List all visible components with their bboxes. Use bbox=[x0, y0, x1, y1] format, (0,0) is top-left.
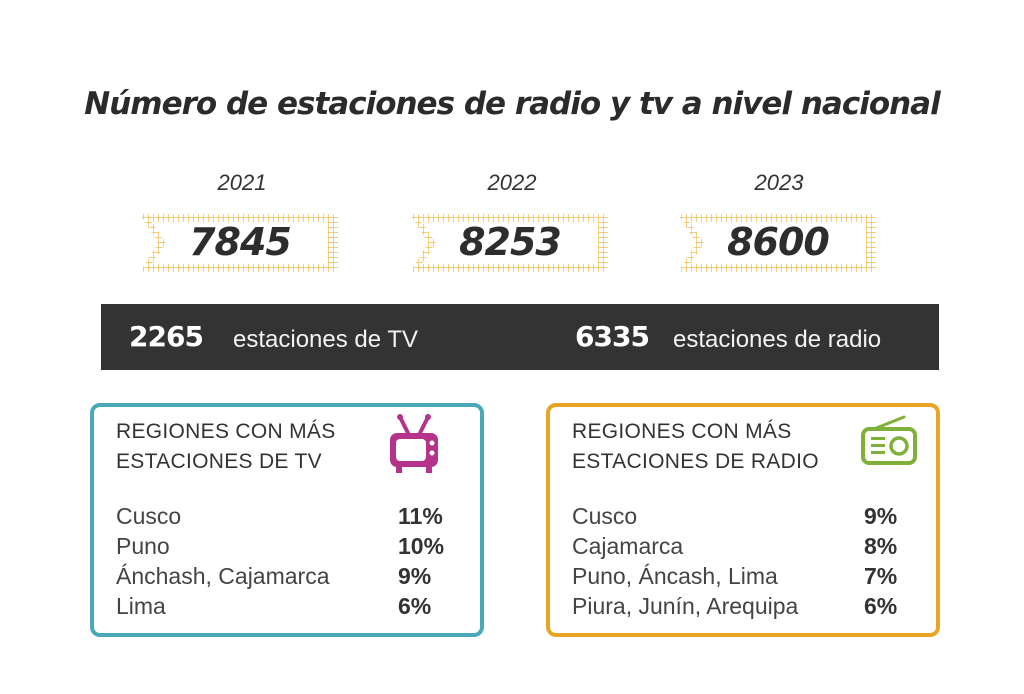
radio-regions-card: REGIONES CON MÁS ESTACIONES DE RADIO Cus… bbox=[546, 403, 940, 637]
region-pct: 6% bbox=[398, 593, 432, 619]
banner-2022: 8253 bbox=[408, 212, 612, 274]
count-2023: 8600 bbox=[727, 220, 830, 264]
region-pct: 6% bbox=[864, 593, 898, 619]
count-2021: 7845 bbox=[189, 220, 292, 264]
radio-card-heading: REGIONES CON MÁS ESTACIONES DE RADIO bbox=[572, 417, 872, 477]
tv-heading-line2: ESTACIONES DE TV bbox=[116, 450, 322, 473]
radio-heading-line2: ESTACIONES DE RADIO bbox=[572, 450, 819, 473]
summary-bar: 2265 estaciones de TV 6335 estaciones de… bbox=[101, 304, 939, 370]
region-name: Cajamarca bbox=[572, 533, 684, 559]
list-item: Piura, Junín, Arequipa 6% bbox=[572, 591, 912, 621]
banner-ribbon-icon bbox=[410, 214, 608, 272]
region-name: Puno, Áncash, Lima bbox=[572, 563, 778, 589]
region-pct: 10% bbox=[398, 533, 445, 559]
region-pct: 11% bbox=[398, 503, 443, 529]
count-2022: 8253 bbox=[459, 220, 562, 264]
list-item: Puno 10% bbox=[116, 531, 456, 561]
radio-heading-line1: REGIONES CON MÁS bbox=[572, 420, 792, 443]
region-pct: 7% bbox=[864, 563, 898, 589]
banner-2021: 7845 bbox=[138, 212, 342, 274]
tv-card-heading: REGIONES CON MÁS ESTACIONES DE TV bbox=[116, 417, 376, 477]
banner-ribbon-icon bbox=[678, 214, 876, 272]
tv-heading-line1: REGIONES CON MÁS bbox=[116, 420, 336, 443]
tv-total-label: estaciones de TV bbox=[233, 326, 419, 353]
tv-regions-card: REGIONES CON MÁS ESTACIONES DE TV Cusco 1… bbox=[90, 403, 484, 637]
list-item: Cajamarca 8% bbox=[572, 531, 912, 561]
region-name: Piura, Junín, Arequipa bbox=[572, 593, 799, 619]
radio-total-label: estaciones de radio bbox=[673, 326, 882, 353]
region-name: Puno bbox=[116, 533, 170, 559]
radio-icon bbox=[860, 413, 918, 472]
radio-total: 6335 bbox=[575, 320, 650, 353]
list-item: Ánchash, Cajamarca 9% bbox=[116, 561, 456, 591]
tv-regions-list: Cusco 11% Puno 10% Ánchash, Cajamarca 9% Li… bbox=[116, 501, 456, 621]
radio-regions-list: Cusco 9% Cajamarca 8% Puno, Áncash, Lima 7%… bbox=[572, 501, 912, 621]
year-label-2021: 2021 bbox=[217, 170, 267, 195]
banner-2023: 8600 bbox=[676, 212, 880, 274]
region-name: Cusco bbox=[116, 503, 182, 529]
year-label-2022: 2022 bbox=[487, 170, 537, 195]
list-item: Puno, Áncash, Lima 7% bbox=[572, 561, 912, 591]
region-pct: 9% bbox=[864, 503, 898, 529]
list-item: Lima 6% bbox=[116, 591, 456, 621]
tv-icon bbox=[386, 413, 442, 480]
region-name: Cusco bbox=[572, 503, 638, 529]
list-item: Cusco 11% bbox=[116, 501, 456, 531]
page-title: Número de estaciones de radio y tv a niv… bbox=[84, 86, 940, 122]
region-name: Lima bbox=[116, 593, 166, 619]
region-name: Ánchash, Cajamarca bbox=[116, 563, 330, 589]
region-pct: 9% bbox=[398, 563, 432, 589]
list-item: Cusco 9% bbox=[572, 501, 912, 531]
year-label-2023: 2023 bbox=[754, 170, 804, 195]
banner-ribbon-icon bbox=[140, 214, 338, 272]
region-pct: 8% bbox=[864, 533, 898, 559]
tv-total: 2265 bbox=[129, 320, 204, 353]
